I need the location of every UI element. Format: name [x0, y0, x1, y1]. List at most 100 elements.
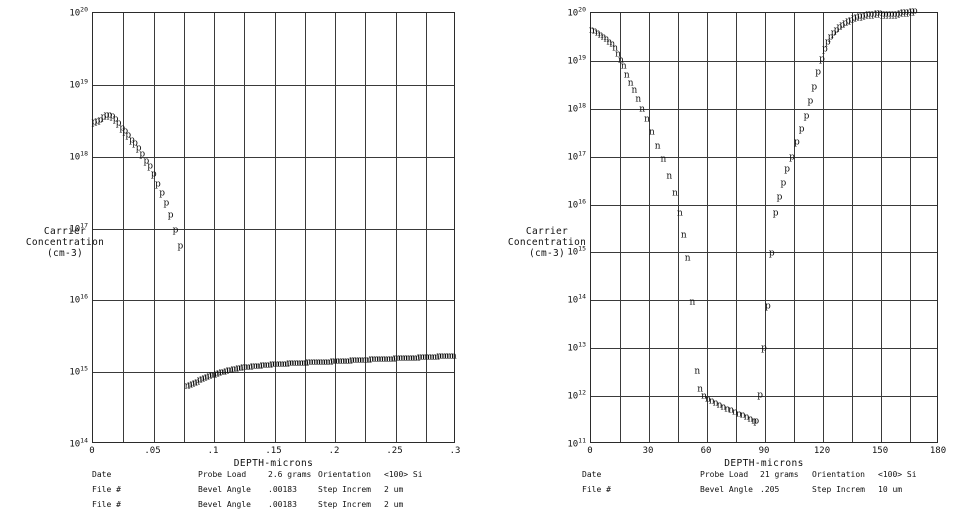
data-point-n: n: [264, 360, 271, 371]
data-point-n: n: [196, 375, 203, 386]
data-point-n: n: [414, 353, 421, 364]
y-axis-tick-label: 1015: [567, 244, 586, 258]
x-axis-tick-label: .15: [265, 446, 282, 456]
data-point-p: p: [822, 44, 828, 55]
data-point-p: p: [845, 16, 851, 27]
data-point-n: n: [417, 352, 423, 363]
data-point-n: n: [262, 360, 268, 371]
data-point-n: n: [720, 402, 727, 413]
data-point-n: n: [208, 370, 215, 381]
data-point-n: n: [438, 351, 445, 362]
data-point-p: p: [147, 161, 153, 172]
data-point-n: n: [327, 357, 334, 367]
gridline-vertical: [707, 13, 708, 442]
gridline-vertical: [274, 13, 276, 442]
data-point-p: p: [824, 37, 831, 48]
data-point-n: n: [648, 127, 655, 138]
data-point-n: n: [701, 391, 707, 402]
data-point-n: n: [378, 354, 385, 365]
gridline-horizontal: [591, 204, 937, 206]
data-point-n: n: [247, 362, 254, 373]
data-point-n: n: [644, 114, 650, 125]
x-axis-tick-label: .25: [386, 446, 403, 456]
data-point-p: p: [163, 198, 170, 209]
data-point-n: n: [371, 354, 377, 365]
data-point-n: n: [245, 362, 251, 373]
data-point-n: n: [225, 365, 232, 376]
data-point-n: n: [743, 412, 750, 423]
data-point-n: n: [735, 409, 742, 420]
data-point-p: p: [803, 111, 810, 122]
gridline-vertical: [183, 13, 185, 442]
data-point-n: n: [429, 352, 435, 363]
data-point-n: n: [407, 353, 414, 364]
data-point-p: p: [909, 6, 915, 17]
gridline-horizontal: [591, 300, 937, 302]
data-point-n: n: [317, 357, 324, 368]
gridline-vertical: [365, 13, 367, 442]
data-point-n: n: [443, 351, 450, 362]
data-point-p: p: [798, 124, 805, 135]
data-point-p: p: [772, 208, 779, 219]
data-point-p: p: [859, 11, 866, 22]
data-point-n: n: [366, 355, 372, 366]
data-point-p: p: [764, 301, 771, 312]
data-point-n: n: [240, 362, 247, 373]
data-point-n: n: [631, 85, 638, 96]
data-point-p: p: [842, 18, 849, 29]
x-axis-tick-label: 90: [758, 446, 770, 456]
data-point-n: n: [589, 25, 595, 36]
data-point-p: p: [871, 9, 878, 20]
data-point-n: n: [189, 379, 196, 390]
gridline-horizontal: [591, 156, 937, 158]
footer-value: 10 um: [878, 485, 903, 494]
footer-label: Bevel Angle: [198, 485, 251, 494]
data-point-p: p: [115, 118, 122, 129]
data-point-p: p: [112, 114, 119, 125]
gridline-horizontal: [93, 372, 454, 374]
data-point-n: n: [228, 365, 235, 376]
data-point-n: n: [223, 366, 230, 377]
data-point-n: n: [187, 380, 193, 391]
y-axis-tick-label: 1020: [567, 5, 586, 19]
gridline-vertical: [153, 13, 155, 442]
data-point-p: p: [753, 416, 760, 427]
footer-label: File #: [582, 485, 611, 494]
data-point-n: n: [308, 357, 314, 368]
data-point-n: n: [368, 354, 375, 365]
y-axis-tick-label: 1016: [69, 292, 88, 306]
data-point-p: p: [880, 9, 886, 20]
data-point-n: n: [211, 370, 218, 380]
data-point-n: n: [283, 359, 290, 370]
data-point-p: p: [150, 169, 157, 180]
data-point-n: n: [603, 34, 610, 45]
gridline-vertical: [214, 13, 215, 442]
x-axis-tick-label: .1: [207, 446, 219, 456]
data-point-n: n: [627, 78, 634, 89]
y-axis-tick-label: 1017: [567, 149, 586, 163]
data-point-n: n: [612, 43, 619, 54]
y-axis-tick-label: 1013: [567, 340, 586, 354]
data-point-n: n: [392, 353, 399, 364]
data-point-p: p: [911, 6, 918, 17]
gridline-vertical: [425, 13, 427, 442]
data-point-n: n: [281, 359, 288, 370]
data-point-n: n: [708, 396, 715, 407]
data-point-n: n: [252, 361, 259, 372]
data-point-n: n: [450, 351, 457, 362]
y-axis-tick-label: 1016: [567, 197, 586, 211]
data-point-p: p: [780, 178, 787, 189]
data-point-n: n: [204, 372, 210, 383]
gridline-horizontal: [591, 348, 937, 350]
footer-label: Probe Load: [700, 470, 749, 479]
data-point-n: n: [712, 398, 719, 409]
data-point-n: n: [433, 352, 440, 363]
data-point-n: n: [213, 369, 220, 380]
data-point-n: n: [419, 352, 426, 363]
data-point-n: n: [250, 361, 256, 372]
data-point-n: n: [387, 354, 394, 365]
data-point-n: n: [697, 384, 704, 395]
data-point-n: n: [728, 405, 735, 416]
